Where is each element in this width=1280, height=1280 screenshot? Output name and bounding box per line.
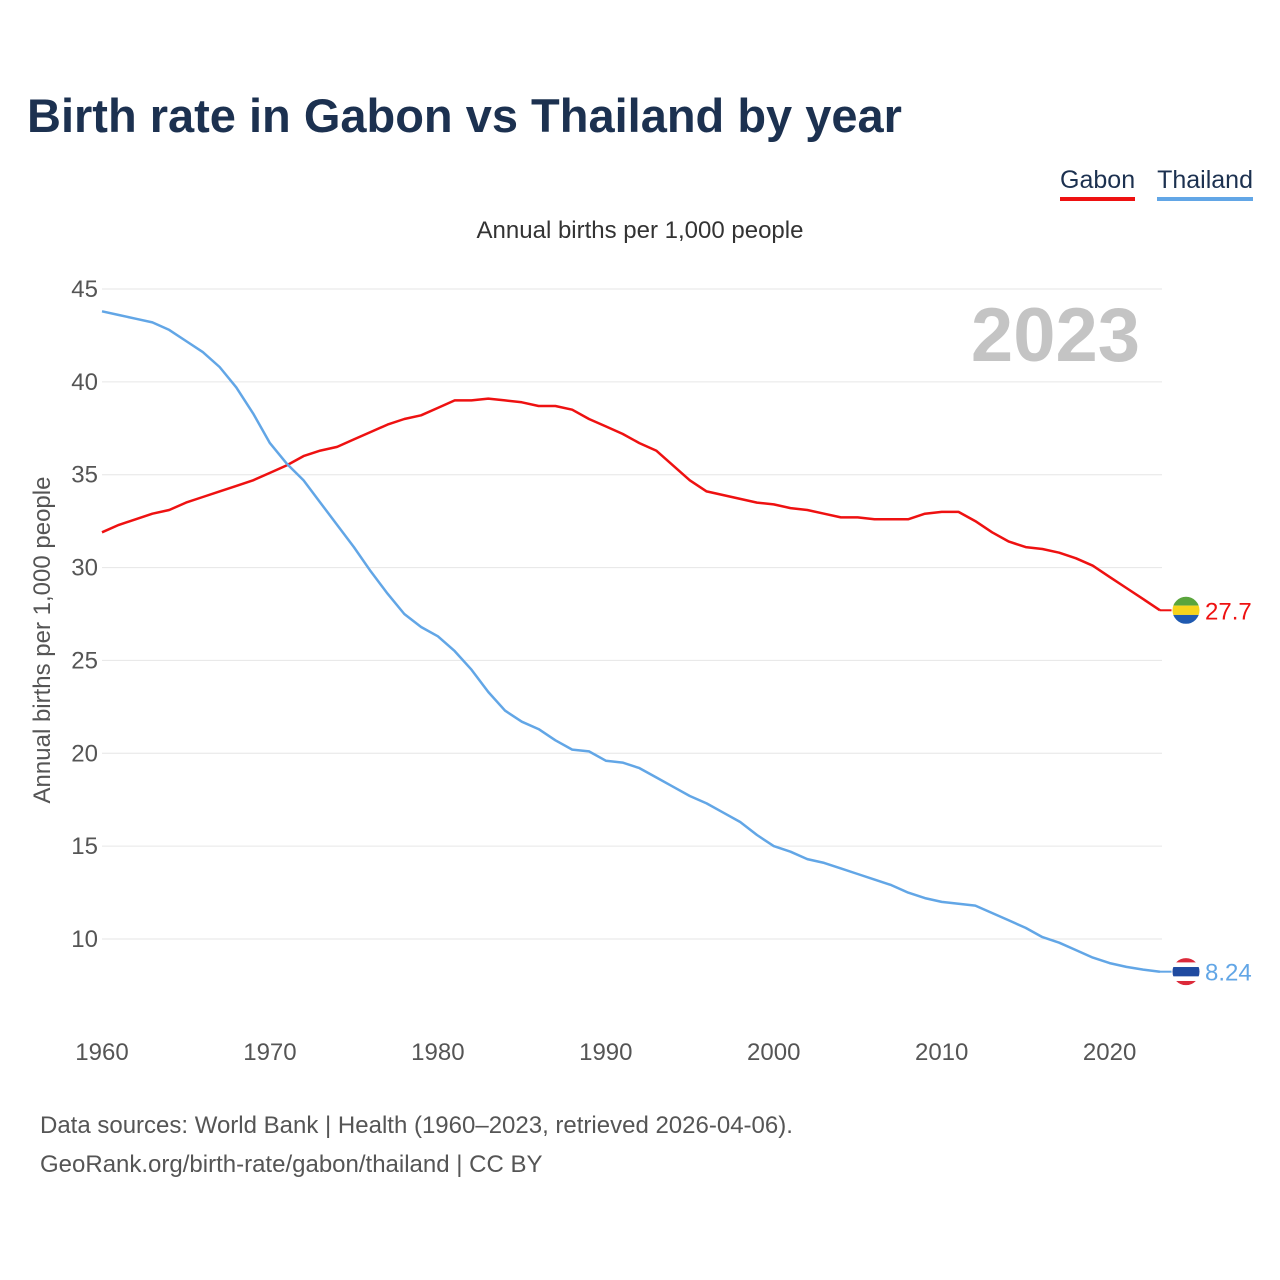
y-tick-label: 25	[71, 647, 98, 674]
x-tick-label: 2010	[915, 1039, 968, 1066]
footer-sources: Data sources: World Bank | Health (1960–…	[40, 1112, 793, 1139]
gabon-flag-icon	[1171, 595, 1201, 625]
legend: Gabon Thailand	[1060, 166, 1253, 201]
line-chart: 10 15 20 25 30 35 40 45 1960 1970 1980 1990 2000 201…	[29, 276, 1252, 1066]
legend-item-thailand[interactable]: Thailand	[1157, 166, 1253, 201]
y-tick-label: 10	[71, 926, 98, 953]
y-axis-label: Annual births per 1,000 people	[29, 477, 56, 804]
x-tick-label: 2000	[747, 1039, 800, 1066]
end-value-label: 27.7	[1205, 598, 1252, 625]
year-watermark: 2023	[971, 293, 1140, 378]
x-tick-label: 2020	[1083, 1039, 1136, 1066]
series-line-thailand[interactable]	[101, 310, 1161, 973]
y-tick-label: 45	[71, 276, 98, 303]
x-tick-label: 1990	[579, 1039, 632, 1066]
x-tick-label: 1970	[243, 1039, 296, 1066]
footer: Data sources: World Bank | Health (1960–…	[40, 1106, 793, 1184]
y-axis: 10 15 20 25 30 35 40 45	[71, 276, 98, 953]
series-lines	[101, 310, 1161, 973]
x-tick-label: 1960	[75, 1039, 128, 1066]
chart-title: Birth rate in Gabon vs Thailand by year	[27, 89, 902, 142]
series-line-gabon[interactable]	[101, 397, 1161, 612]
footer-link[interactable]: GeoRank.org/birth-rate/gabon/thailand | …	[40, 1151, 543, 1178]
grid-lines	[102, 288, 1162, 940]
thailand-flag-icon	[1171, 957, 1201, 987]
y-tick-label: 35	[71, 462, 98, 489]
x-tick-label: 1980	[411, 1039, 464, 1066]
y-tick-label: 30	[71, 555, 98, 582]
y-tick-label: 15	[71, 833, 98, 860]
end-value-label: 8.24	[1205, 960, 1252, 987]
series-end-markers: 27.7 8.24	[1160, 595, 1252, 987]
y-tick-label: 40	[71, 369, 98, 396]
legend-item-gabon[interactable]: Gabon	[1060, 166, 1136, 201]
y-tick-label: 20	[71, 740, 98, 767]
chart-subtitle: Annual births per 1,000 people	[476, 217, 804, 244]
x-axis: 1960 1970 1980 1990 2000 2010 2020	[75, 1039, 1136, 1066]
